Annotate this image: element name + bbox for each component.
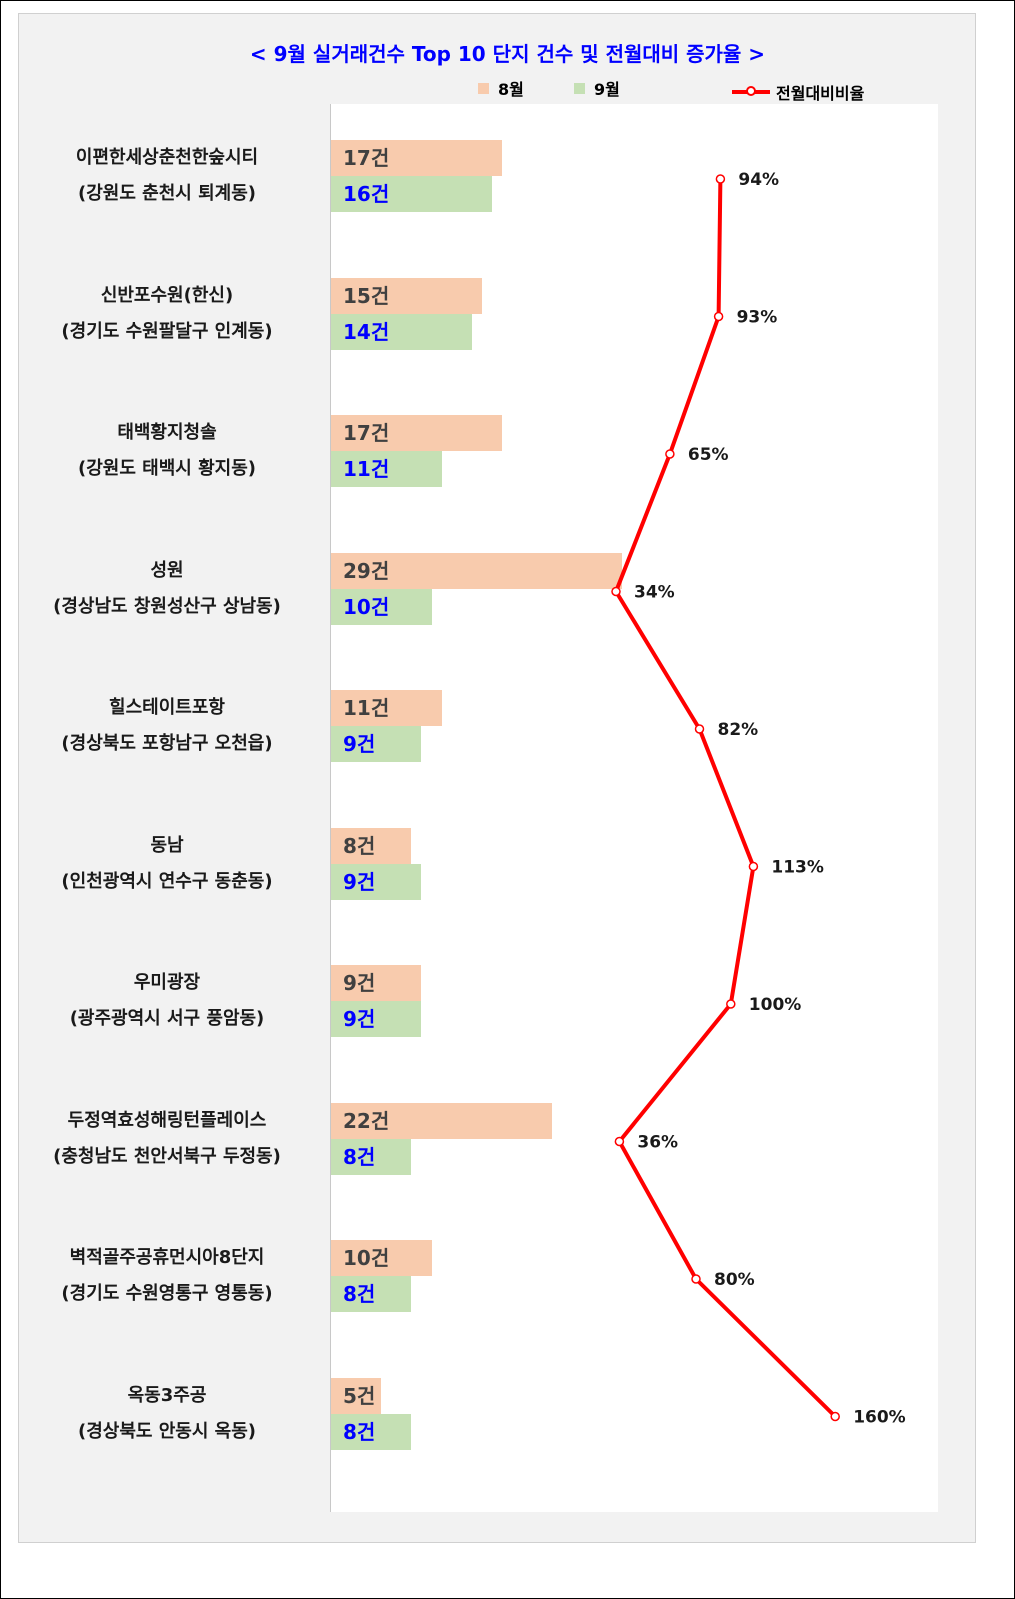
category-region: (경기도 수원팔달구 인계동) (61, 320, 273, 342)
data-label-aug: 29건 (343, 558, 390, 583)
legend-item-ratio: 전월대비비율 (732, 80, 864, 104)
category-region: (강원도 태백시 황지동) (77, 458, 257, 479)
ratio-point (726, 999, 736, 1009)
bar-sep (331, 726, 422, 762)
bar-sep (331, 313, 472, 350)
category-region: (강원도 춘천시 퇴계동) (77, 183, 257, 204)
legend-swatch-aug (478, 82, 489, 94)
data-label-sep: 10건 (343, 594, 390, 619)
ratio-label: 94% (738, 170, 779, 190)
bar-sep (331, 1276, 412, 1312)
bar-aug (331, 415, 502, 451)
legend-label-sep: 9월 (594, 80, 620, 99)
data-label-aug: 17건 (343, 421, 390, 445)
ratio-label: 100% (749, 995, 802, 1015)
category-name: 옥동3주공 (127, 1384, 207, 1406)
bar-sep (331, 588, 432, 625)
ratio-series-line (614, 178, 837, 1418)
bar-aug (331, 965, 422, 1001)
bar-aug (331, 827, 412, 864)
data-label-sep: 9건 (343, 869, 376, 894)
ratio-label: 93% (737, 308, 778, 328)
data-label-aug: 22건 (343, 1108, 390, 1133)
data-label-aug: 15건 (343, 283, 390, 308)
bar-aug (331, 1240, 432, 1276)
category-name: 힐스테이트포항 (109, 697, 225, 718)
bar-aug (331, 1102, 553, 1139)
bar-sep (331, 1138, 412, 1175)
ratio-point (611, 586, 621, 597)
ratio-point (665, 449, 675, 459)
category-region: (경상북도 포항남구 오천읍) (61, 733, 273, 754)
bar-aug (331, 552, 623, 589)
category-region: (경기도 수원영통구 영통동) (61, 1283, 273, 1304)
category-name: 성원 (150, 559, 184, 581)
ratio-point (713, 311, 724, 322)
data-label-aug: 8건 (343, 833, 376, 858)
legend-label-aug: 8월 (498, 80, 524, 99)
category-name: 두정역효성해링턴플레이스 (67, 1109, 267, 1131)
ratio-point (748, 861, 759, 872)
category-name: 동남 (150, 834, 184, 856)
bar-sep (331, 863, 422, 900)
data-label-sep: 9건 (343, 732, 376, 756)
data-label-sep: 16건 (343, 182, 390, 206)
category-region: (충청남도 천안서북구 두정동) (53, 1145, 281, 1167)
data-label-aug: 10건 (343, 1246, 390, 1270)
data-label-aug: 17건 (343, 146, 390, 170)
data-label-sep: 14건 (343, 319, 390, 344)
ratio-point (715, 174, 726, 184)
category-region: (광주광역시 서구 풍암동) (69, 1008, 265, 1029)
ratio-label: 82% (718, 720, 759, 740)
data-label-sep: 9건 (343, 1007, 376, 1031)
bar-sep (331, 176, 492, 212)
chart-title: < 9월 실거래건수 Top 10 단지 건수 및 전월대비 증가율 > (249, 42, 766, 66)
data-label-aug: 11건 (343, 696, 390, 720)
ratio-point (694, 724, 705, 734)
bar-aug (331, 277, 482, 314)
ratio-label: 80% (714, 1270, 755, 1290)
ratio-label: 36% (637, 1133, 678, 1153)
ratio-point (830, 1411, 840, 1422)
bar-aug (331, 140, 502, 176)
bar-aug (331, 1377, 382, 1414)
bar-aug (331, 690, 442, 726)
legend-label-ratio: 전월대비비율 (776, 84, 865, 103)
ratio-point (691, 1274, 701, 1284)
legend-item-aug: 8월 (478, 76, 524, 100)
ratio-point (614, 1136, 625, 1147)
category-name: 벽적골주공휴먼시아8단지 (69, 1247, 265, 1268)
category-name: 태백황지청솔 (117, 422, 217, 443)
category-name: 신반포수원(한신) (100, 284, 234, 306)
category-axis-line (330, 104, 331, 1512)
legend-swatch-ratio (732, 86, 770, 96)
category-name: 우미광장 (133, 972, 201, 993)
bar-sep (331, 1001, 422, 1037)
ratio-label: 160% (853, 1408, 906, 1428)
bar-sep (331, 451, 442, 487)
ratio-label: 34% (634, 583, 675, 603)
legend-item-sep: 9월 (574, 76, 620, 100)
bar-sep (331, 1413, 412, 1450)
category-region: (인천광역시 연수구 동춘동) (61, 870, 273, 892)
data-label-aug: 5건 (343, 1383, 376, 1408)
category-name: 이편한세상춘천한숲시티 (75, 147, 259, 168)
category-region: (경상북도 안동시 옥동) (77, 1420, 257, 1442)
data-label-sep: 8건 (343, 1282, 376, 1306)
data-label-aug: 9건 (343, 971, 376, 995)
legend-swatch-sep (574, 82, 585, 94)
ratio-label: 113% (771, 858, 824, 878)
ratio-label: 65% (688, 445, 729, 465)
data-label-sep: 8건 (343, 1144, 376, 1169)
category-region: (경상남도 창원성산구 상남동) (53, 595, 281, 617)
data-label-sep: 8건 (343, 1419, 376, 1444)
data-label-sep: 11건 (343, 457, 390, 481)
